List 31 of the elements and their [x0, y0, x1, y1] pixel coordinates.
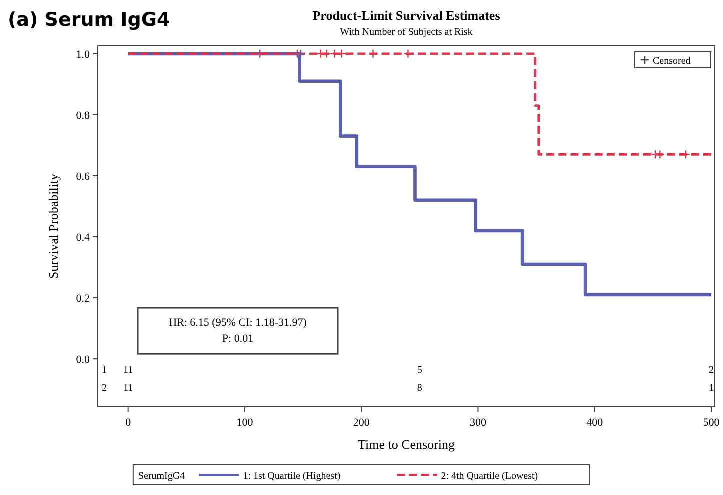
x-tick-label: 400 — [586, 417, 604, 429]
annotation: HR: 6.15 (95% CI: 1.18-31.97) — [169, 317, 308, 330]
annotation: 5 — [417, 365, 422, 376]
chart-title: Product-Limit Survival Estimates — [312, 8, 500, 23]
y-tick-label: 0.4 — [76, 232, 90, 244]
x-tick-label: 200 — [353, 417, 370, 429]
annotation: Censored — [653, 56, 691, 67]
y-tick-label: 0.2 — [76, 293, 90, 306]
annotation: 1 — [102, 365, 107, 376]
text: (a) Serum IgG4 — [8, 9, 170, 31]
y-tick-label: 0.0 — [76, 354, 90, 366]
x-tick-label: 300 — [470, 417, 487, 429]
y-tick-label: 0.8 — [76, 110, 90, 122]
chart-subtitle: With Number of Subjects at Risk — [340, 27, 473, 38]
annotation: 2 — [102, 383, 107, 394]
annotation: 11 — [124, 383, 134, 394]
y-axis-title: Survival Probability — [46, 173, 61, 280]
x-axis-title: Time to Censoring — [358, 437, 456, 452]
legend-label: 1: 1st Quartile (Highest) — [243, 471, 341, 482]
legend-title: SerumIgG4 — [138, 471, 186, 482]
y-tick-label: 1.0 — [76, 48, 90, 61]
annotation: 8 — [417, 383, 422, 394]
annotation: 2 — [709, 365, 714, 376]
y-tick-label: 0.6 — [76, 170, 90, 183]
annotation: 1 — [709, 383, 714, 394]
x-tick-label: 100 — [236, 417, 254, 429]
legend-label: 2: 4th Quartile (Lowest) — [441, 471, 538, 482]
annotation: 11 — [124, 365, 134, 376]
x-tick-label: 500 — [703, 417, 720, 429]
x-tick-label: 0 — [126, 417, 132, 429]
annotation: P: 0.01 — [222, 333, 254, 346]
